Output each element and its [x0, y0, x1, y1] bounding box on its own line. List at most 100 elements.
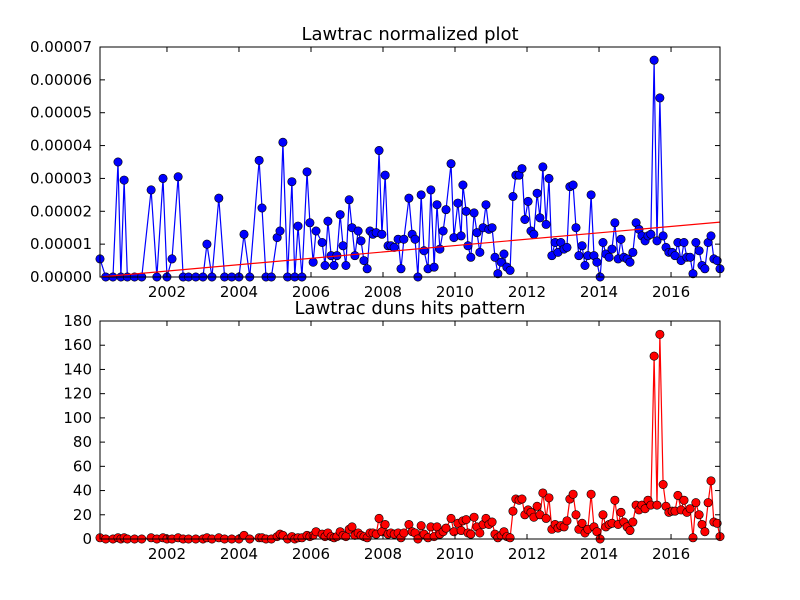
y-tick-label: 0.00004 [30, 137, 92, 155]
data-point [508, 192, 518, 202]
data-point [374, 513, 384, 523]
data-point [586, 489, 596, 499]
data-point [541, 219, 551, 229]
data-point [377, 229, 387, 239]
data-point [679, 495, 689, 505]
data-point [311, 226, 321, 236]
data-point [598, 510, 608, 520]
data-point [538, 488, 548, 498]
data-point [429, 262, 439, 272]
data-point [679, 238, 689, 248]
y-tick-label: 0.00007 [30, 38, 92, 56]
data-point [453, 198, 463, 208]
data-point [350, 251, 360, 261]
y-tick-label: 60 [73, 457, 92, 475]
data-point [607, 244, 617, 254]
data-point [353, 226, 363, 236]
data-point [481, 200, 491, 210]
data-point [490, 252, 500, 262]
x-tick-label: 2006 [292, 283, 330, 301]
data-point [652, 500, 662, 510]
plot-area [100, 321, 720, 539]
data-point [113, 157, 123, 167]
data-point [239, 229, 249, 239]
data-point [496, 257, 506, 267]
data-point [577, 241, 587, 251]
data-point [338, 241, 348, 251]
data-point [658, 479, 668, 489]
x-tick-label: 2016 [652, 545, 690, 563]
y-tick-label: 0.00006 [30, 71, 92, 89]
data-point [694, 246, 704, 256]
data-point [167, 254, 177, 264]
data-point [646, 229, 656, 239]
data-point [604, 252, 614, 262]
x-tick-label: 2010 [436, 545, 474, 563]
data-point [568, 180, 578, 190]
data-point [499, 249, 509, 259]
data-point [691, 498, 701, 508]
data-point [456, 231, 466, 241]
x-tick-label: 2004 [220, 283, 258, 301]
data-point [532, 501, 542, 511]
data-point [293, 221, 303, 231]
y-tick-label: 0.00001 [30, 235, 92, 253]
x-tick-label: 2010 [436, 283, 474, 301]
data-point [441, 523, 451, 533]
data-point [532, 188, 542, 198]
data-point [616, 507, 626, 517]
data-point [673, 490, 683, 500]
data-point [323, 216, 333, 226]
data-point [275, 226, 285, 236]
data-point [712, 256, 722, 266]
data-line [99, 221, 721, 278]
data-point [380, 519, 390, 529]
x-tick-label: 2002 [148, 283, 186, 301]
x-tick-label: 2012 [508, 545, 546, 563]
y-tick-label: 160 [63, 336, 92, 354]
data-point [472, 228, 482, 238]
data-point [562, 242, 572, 252]
data-point [505, 265, 515, 275]
data-point [628, 517, 638, 527]
data-point [254, 155, 264, 165]
chart-title: Lawtrac normalized plot [301, 24, 518, 45]
data-point [694, 510, 704, 520]
data-point [712, 518, 722, 528]
data-point [700, 527, 710, 537]
data-point [356, 236, 366, 246]
data-point [487, 223, 497, 233]
data-point [529, 229, 539, 239]
data-point [544, 493, 554, 503]
data-point [700, 264, 710, 274]
data-point [625, 257, 635, 267]
plot-frame [99, 46, 721, 278]
data-point [458, 180, 468, 190]
y-tick-label: 120 [63, 385, 92, 403]
chart-title: Lawtrac duns hits pattern [295, 298, 526, 319]
data-point [438, 226, 448, 236]
data-point [461, 515, 471, 525]
data-point [625, 526, 635, 536]
data-point [302, 167, 312, 177]
x-tick-label: 2012 [508, 283, 546, 301]
data-point [571, 223, 581, 233]
data-point [703, 498, 713, 508]
data-point [466, 529, 476, 539]
data-point [541, 513, 551, 523]
data-point [691, 238, 701, 248]
data-point [688, 269, 698, 279]
data-point [287, 177, 297, 187]
data-point [399, 234, 409, 244]
data-point [317, 238, 327, 248]
x-tick-label: 2014 [580, 283, 618, 301]
y-tick-label: 0.00002 [30, 202, 92, 220]
data-point [278, 137, 288, 147]
data-point [685, 504, 695, 514]
data-point [544, 173, 554, 183]
data-point [568, 489, 578, 499]
data-point [410, 234, 420, 244]
data-point [404, 193, 414, 203]
x-tick-label: 2006 [292, 545, 330, 563]
data-point [523, 196, 533, 206]
